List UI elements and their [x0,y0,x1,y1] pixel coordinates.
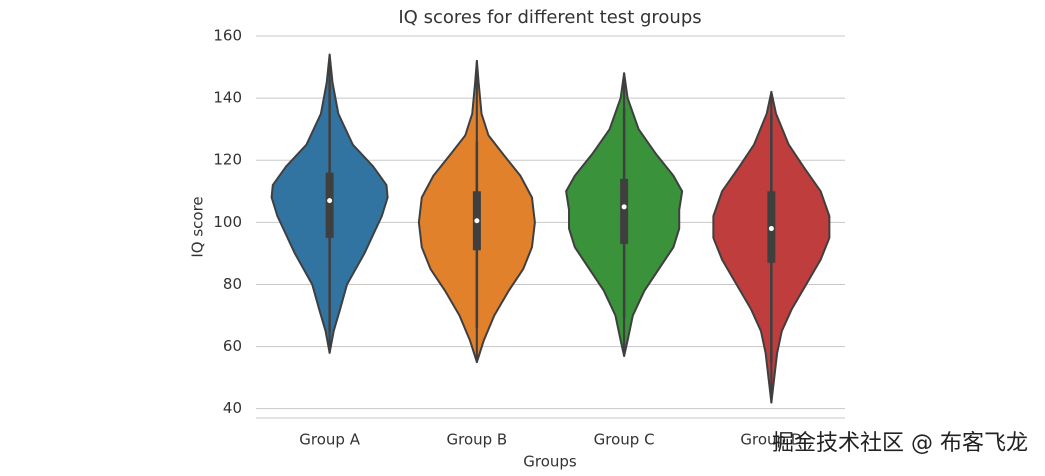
median [327,198,333,204]
violin-half [328,53,389,354]
violin-half [712,90,773,404]
x-tick-label: Group B [447,431,508,449]
y-tick-label: 100 [213,213,242,231]
box [620,178,629,245]
y-tick-label: 120 [213,151,242,169]
violin-half [475,59,536,364]
watermark: 掘金技术社区 @ 布客飞龙 [772,431,1028,456]
violin-half [270,53,331,354]
violin-half [417,59,478,364]
violin-half [565,72,626,357]
chart-title: IQ scores for different test groups [398,7,701,28]
median [768,226,774,232]
median [474,218,480,224]
median [621,204,627,210]
x-tick-label: Group C [594,431,655,449]
y-tick-label: 40 [223,399,242,417]
y-tick-label: 140 [213,89,242,107]
y-tick-label: 80 [223,275,242,293]
box [325,172,334,238]
y-tick-label: 60 [223,337,242,355]
violin-half [623,72,684,357]
x-tick-label: Group A [299,431,360,449]
x-tick-label: Group D [740,431,802,449]
x-axis-label: Groups [523,453,577,471]
violin-half [770,90,831,404]
y-axis-label: IQ score [189,196,207,257]
y-tick-label: 160 [213,27,242,45]
